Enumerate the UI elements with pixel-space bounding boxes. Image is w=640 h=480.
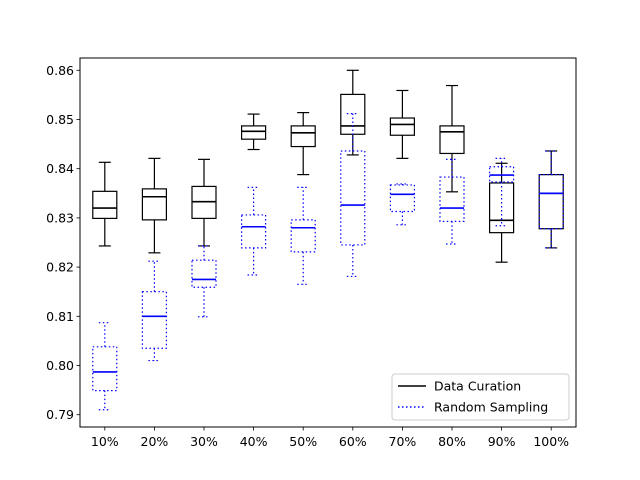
box-1-0 [92,322,118,411]
box-1-7 [439,158,465,245]
y-axis: 0.79 0.80 0.81 0.82 0.83 0.84 0.85 0.86 [46,63,80,422]
x-tick-label: 90% [488,434,516,449]
legend-frame [391,373,570,421]
plot-area [92,69,564,411]
box-1-4 [290,186,316,285]
y-tick-label: 0.79 [46,407,74,422]
x-tick-label: 20% [141,434,169,449]
box-0-4 [290,112,316,176]
box-0-6 [389,89,415,159]
x-tick-label: 70% [389,434,417,449]
axes-frame [79,57,577,428]
box-1-3 [241,186,267,276]
x-tick-label: 30% [190,434,218,449]
box-1-9 [538,150,564,249]
box-0-3 [241,113,267,151]
y-tick-label: 0.84 [46,161,74,176]
y-tick-label: 0.86 [46,63,74,78]
box-1-2 [191,245,217,318]
box-1-5 [340,112,366,278]
x-tick-label: 100% [533,434,569,449]
x-tick-label: 10% [91,434,119,449]
box-1-1 [141,260,167,362]
box-0-1 [141,157,167,254]
box-1-6 [389,183,415,226]
legend: Data Curation Random Sampling [391,373,570,421]
x-tick-label: 50% [289,434,317,449]
box-0-2 [191,158,217,247]
box-0-7 [439,84,465,193]
legend-label-random-sampling: Random Sampling [434,400,548,415]
y-tick-label: 0.80 [46,358,74,373]
x-axis: 10% 20% 30% 40% 50% 60% 70% 80% 90% 100% [91,427,569,449]
x-tick-label: 80% [438,434,466,449]
y-tick-label: 0.82 [46,260,74,275]
y-tick-label: 0.83 [46,210,74,225]
box-0-0 [92,161,118,247]
box-1-8 [489,157,515,227]
series-random-sampling [92,112,564,411]
x-tick-label: 60% [339,434,367,449]
x-tick-label: 40% [240,434,268,449]
y-tick-label: 0.85 [46,112,74,127]
y-tick-label: 0.81 [46,309,74,324]
legend-label-data-curation: Data Curation [434,379,521,394]
